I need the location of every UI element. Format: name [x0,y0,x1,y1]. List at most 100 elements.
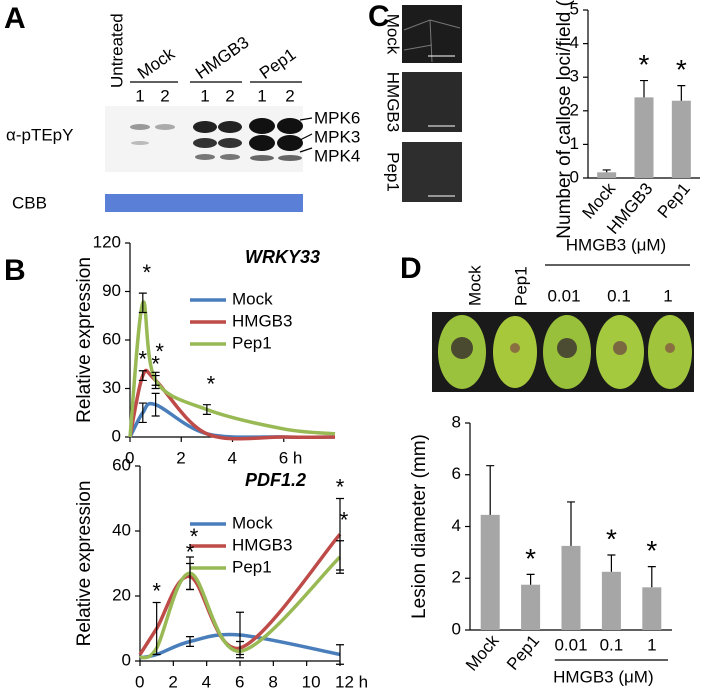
y-tick-label: 5 [570,0,579,18]
leaf-photo [432,264,694,392]
x-tick-label: 2 [176,448,185,467]
micrographs [402,5,462,202]
x-tick-label: 10 [302,672,321,691]
error-bar [152,601,161,656]
chart-title: PDF1.2 [245,470,306,490]
y-tick-label: 6 [452,464,461,483]
x-tick-label: 6 [235,672,244,691]
treatment-label: Untreated [107,13,126,88]
micrograph-label: HMGB3 [384,72,403,132]
treatment-label: Mock [134,44,179,83]
error-bar [526,573,535,585]
replicate: 1 [135,86,144,105]
significance: * [151,351,160,376]
y-tick-label: 1 [570,134,579,153]
legend-label: Mock [232,289,273,308]
bar [601,571,621,630]
y-tick-label: 2 [452,568,461,587]
y-tick-label: 20 [112,585,131,604]
leaf-label: Mock [465,265,484,306]
y-tick-label: 0 [452,619,461,638]
panel-label: A [4,2,26,35]
y-tick-label: 60 [102,329,121,348]
y-axis-label: Relative expression [74,257,95,423]
significance: * [606,523,617,554]
significance: * [525,543,536,574]
series-line [128,368,336,441]
y-tick-label: 4 [570,33,579,52]
replicate: 1 [257,86,266,105]
x-tick-label: Pep1 [654,179,694,222]
y-tick-label: 90 [102,281,121,300]
error-bar [567,501,575,546]
panel-label: C [368,0,390,33]
y-axis-label: Relative expression [74,481,95,647]
significance: * [190,524,199,549]
error-bar [236,640,244,656]
error-bar [151,371,160,390]
error-bar [486,465,495,515]
error-bar [138,292,147,314]
y-tick-label: 60 [112,455,131,474]
treatment-label: HMGB3 [192,33,252,83]
treatment-label: Pep1 [256,45,299,83]
leaf-label: Pep1 [511,266,530,306]
x-tick-label: 1 [647,635,656,654]
significance: * [207,371,216,396]
y-tick-label: 0 [112,426,121,445]
bar [561,545,581,630]
leaf-dose: 0.01 [547,286,580,305]
error-bar [677,85,686,101]
y-tick-label: 8 [452,412,461,431]
error-bar [647,566,656,588]
x-tick-label: 8 [268,672,277,691]
error-bar [336,644,344,665]
x-tick-label: 2 [168,672,177,691]
error-bar [186,556,194,591]
error-bar [602,169,611,173]
replicate: 1 [200,86,209,105]
error-bar [138,402,147,424]
replicate: 2 [285,86,294,105]
legend-label: HMGB3 [232,535,292,554]
micrograph-label: Mock [384,14,403,55]
error-bar [607,554,616,572]
band-label: MPK6 [314,108,360,127]
y-tick-label: 3 [570,67,579,86]
blot [105,81,313,212]
group-label: HMGB3 (μM) [553,667,653,686]
bar [642,587,662,630]
y-tick-label: 40 [112,520,131,539]
micrograph-label: Pep1 [384,152,403,192]
y-tick-label: 2 [570,100,579,119]
significance: * [155,339,164,364]
significance: * [646,535,657,566]
legend-label: HMGB3 [232,311,292,330]
leaf-dose: 0.1 [607,286,631,305]
significance: * [676,54,687,85]
error-bar [138,370,147,382]
x-tick-label: 0.01 [554,635,587,654]
bar [597,172,617,178]
x-tick-label: 6 h [279,448,303,467]
bar [671,100,691,178]
y-axis-label: Lesion diameter (mm) [409,434,430,619]
error-bar [151,392,160,417]
series-line [139,555,342,660]
x-tick-label: 0 [125,448,134,467]
bar [521,584,541,630]
significance: * [139,347,148,372]
leaf-dose: 1 [663,286,672,305]
error-bar [186,636,194,647]
x-tick-label: 0.1 [600,635,624,654]
y-tick-label: 0 [122,650,131,669]
legend-label: Pep1 [232,557,272,576]
x-tick-label: 0 [135,672,144,691]
error-bar [336,540,344,574]
legend-label: Mock [232,513,273,532]
y-tick-label: 0 [570,167,579,186]
stain-label: CBB [12,193,47,212]
error-bar [640,79,648,98]
x-tick-label: 4 [228,448,237,467]
